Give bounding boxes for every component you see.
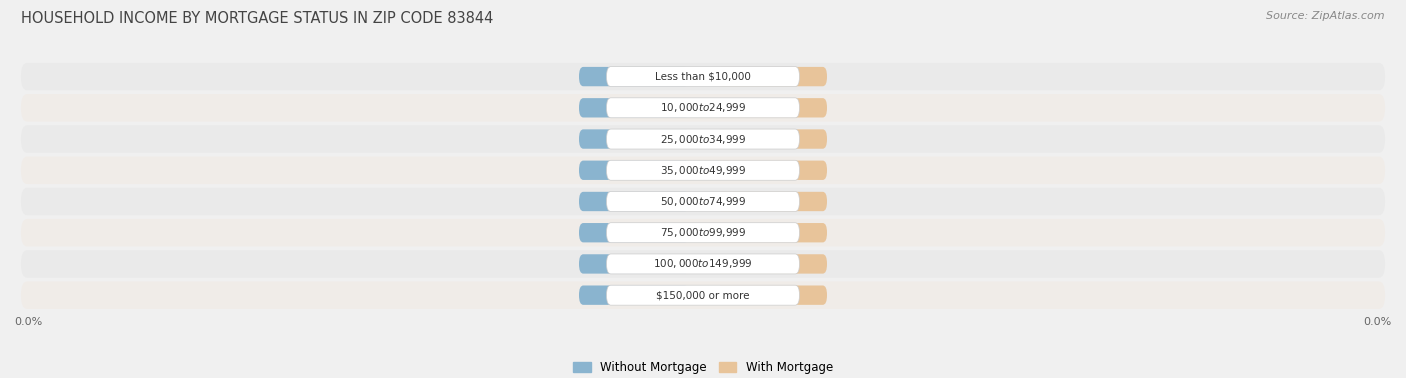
Text: 0.0%: 0.0% (14, 317, 42, 327)
FancyBboxPatch shape (606, 67, 800, 87)
Text: 0.0%: 0.0% (620, 197, 648, 206)
Legend: Without Mortgage, With Mortgage: Without Mortgage, With Mortgage (568, 356, 838, 378)
Text: 0.0%: 0.0% (620, 134, 648, 144)
Text: 0.0%: 0.0% (758, 228, 786, 238)
FancyBboxPatch shape (579, 254, 689, 274)
FancyBboxPatch shape (606, 285, 800, 305)
FancyBboxPatch shape (717, 129, 827, 149)
Text: 0.0%: 0.0% (758, 103, 786, 113)
Text: 0.0%: 0.0% (758, 165, 786, 175)
FancyBboxPatch shape (21, 250, 1385, 278)
Text: 0.0%: 0.0% (620, 290, 648, 300)
Text: $50,000 to $74,999: $50,000 to $74,999 (659, 195, 747, 208)
Text: 0.0%: 0.0% (620, 71, 648, 82)
FancyBboxPatch shape (606, 160, 800, 180)
Text: $10,000 to $24,999: $10,000 to $24,999 (659, 101, 747, 114)
FancyBboxPatch shape (717, 98, 827, 118)
FancyBboxPatch shape (606, 129, 800, 149)
Text: $35,000 to $49,999: $35,000 to $49,999 (659, 164, 747, 177)
FancyBboxPatch shape (717, 161, 827, 180)
FancyBboxPatch shape (606, 98, 800, 118)
FancyBboxPatch shape (21, 219, 1385, 246)
Text: HOUSEHOLD INCOME BY MORTGAGE STATUS IN ZIP CODE 83844: HOUSEHOLD INCOME BY MORTGAGE STATUS IN Z… (21, 11, 494, 26)
FancyBboxPatch shape (579, 98, 689, 118)
Text: 0.0%: 0.0% (758, 71, 786, 82)
FancyBboxPatch shape (606, 254, 800, 274)
Text: 0.0%: 0.0% (620, 103, 648, 113)
FancyBboxPatch shape (579, 129, 689, 149)
Text: $150,000 or more: $150,000 or more (657, 290, 749, 300)
FancyBboxPatch shape (21, 156, 1385, 184)
Text: 0.0%: 0.0% (620, 228, 648, 238)
Text: $100,000 to $149,999: $100,000 to $149,999 (654, 257, 752, 270)
FancyBboxPatch shape (717, 223, 827, 242)
FancyBboxPatch shape (579, 223, 689, 242)
FancyBboxPatch shape (717, 285, 827, 305)
Text: $25,000 to $34,999: $25,000 to $34,999 (659, 133, 747, 146)
Text: Source: ZipAtlas.com: Source: ZipAtlas.com (1267, 11, 1385, 21)
FancyBboxPatch shape (579, 192, 689, 211)
FancyBboxPatch shape (21, 63, 1385, 90)
FancyBboxPatch shape (606, 192, 800, 211)
FancyBboxPatch shape (717, 67, 827, 86)
Text: 0.0%: 0.0% (758, 259, 786, 269)
FancyBboxPatch shape (579, 67, 689, 86)
Text: 0.0%: 0.0% (758, 197, 786, 206)
FancyBboxPatch shape (717, 192, 827, 211)
Text: 0.0%: 0.0% (758, 134, 786, 144)
Text: 0.0%: 0.0% (1364, 317, 1392, 327)
FancyBboxPatch shape (606, 223, 800, 243)
Text: 0.0%: 0.0% (620, 165, 648, 175)
FancyBboxPatch shape (717, 254, 827, 274)
FancyBboxPatch shape (21, 125, 1385, 153)
Text: Less than $10,000: Less than $10,000 (655, 71, 751, 82)
FancyBboxPatch shape (579, 161, 689, 180)
Text: 0.0%: 0.0% (758, 290, 786, 300)
Text: $75,000 to $99,999: $75,000 to $99,999 (659, 226, 747, 239)
Text: 0.0%: 0.0% (620, 259, 648, 269)
FancyBboxPatch shape (21, 282, 1385, 309)
FancyBboxPatch shape (579, 285, 689, 305)
FancyBboxPatch shape (21, 188, 1385, 215)
FancyBboxPatch shape (21, 94, 1385, 122)
